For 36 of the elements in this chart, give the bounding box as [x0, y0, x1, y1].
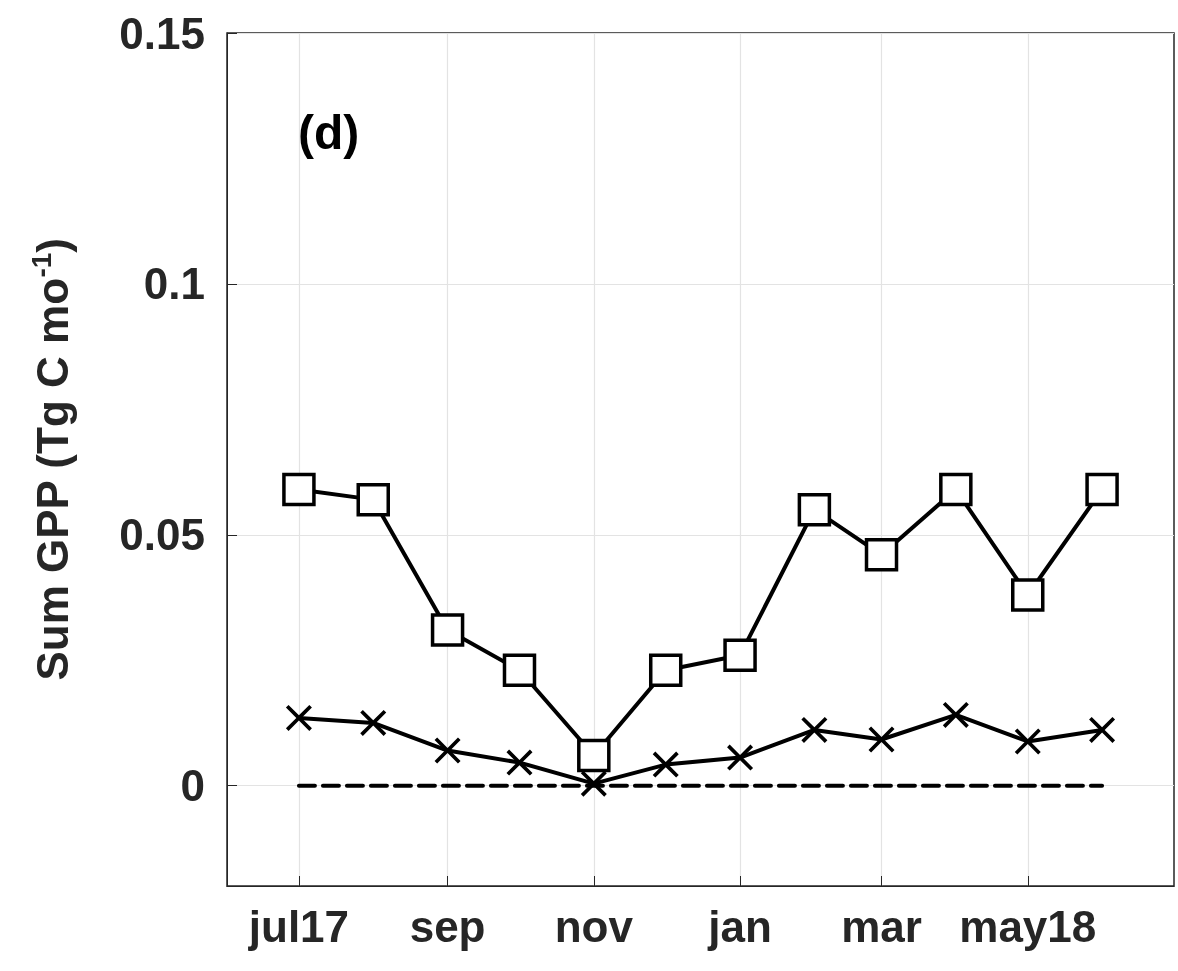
point — [356, 482, 390, 517]
x-tick-label: jan — [707, 901, 772, 951]
point — [360, 709, 387, 736]
point — [797, 492, 832, 527]
point — [1014, 728, 1041, 755]
x-tick-label: mar — [841, 901, 922, 951]
point — [727, 744, 754, 771]
point — [723, 638, 757, 672]
point — [580, 770, 607, 797]
point — [652, 751, 679, 778]
y-tick-label: 0 — [180, 761, 205, 811]
annotation: (d) — [298, 105, 360, 159]
point — [1085, 472, 1119, 507]
point — [864, 538, 899, 572]
y-tick-label: 0.15 — [119, 8, 205, 58]
x-tick-label: sep — [409, 901, 486, 951]
x-tick-label: jul17 — [247, 901, 350, 951]
y-tick-label: 0.1 — [143, 259, 205, 309]
point — [577, 738, 611, 773]
point — [1011, 578, 1045, 612]
point — [942, 701, 969, 728]
point — [434, 737, 461, 764]
point — [1089, 716, 1116, 743]
point — [868, 726, 895, 753]
point — [506, 749, 533, 776]
point — [939, 472, 973, 507]
point — [430, 613, 465, 647]
y-tick-label: 0.05 — [119, 510, 205, 560]
point — [282, 472, 316, 507]
x-tick-label: may18 — [959, 901, 1097, 951]
point — [502, 653, 537, 687]
point — [285, 704, 312, 731]
x-tick-label: nov — [554, 901, 634, 951]
point — [648, 653, 683, 687]
point — [801, 716, 828, 743]
y-axis-title: Sum GPP (Tg C mo-1) — [25, 238, 77, 681]
